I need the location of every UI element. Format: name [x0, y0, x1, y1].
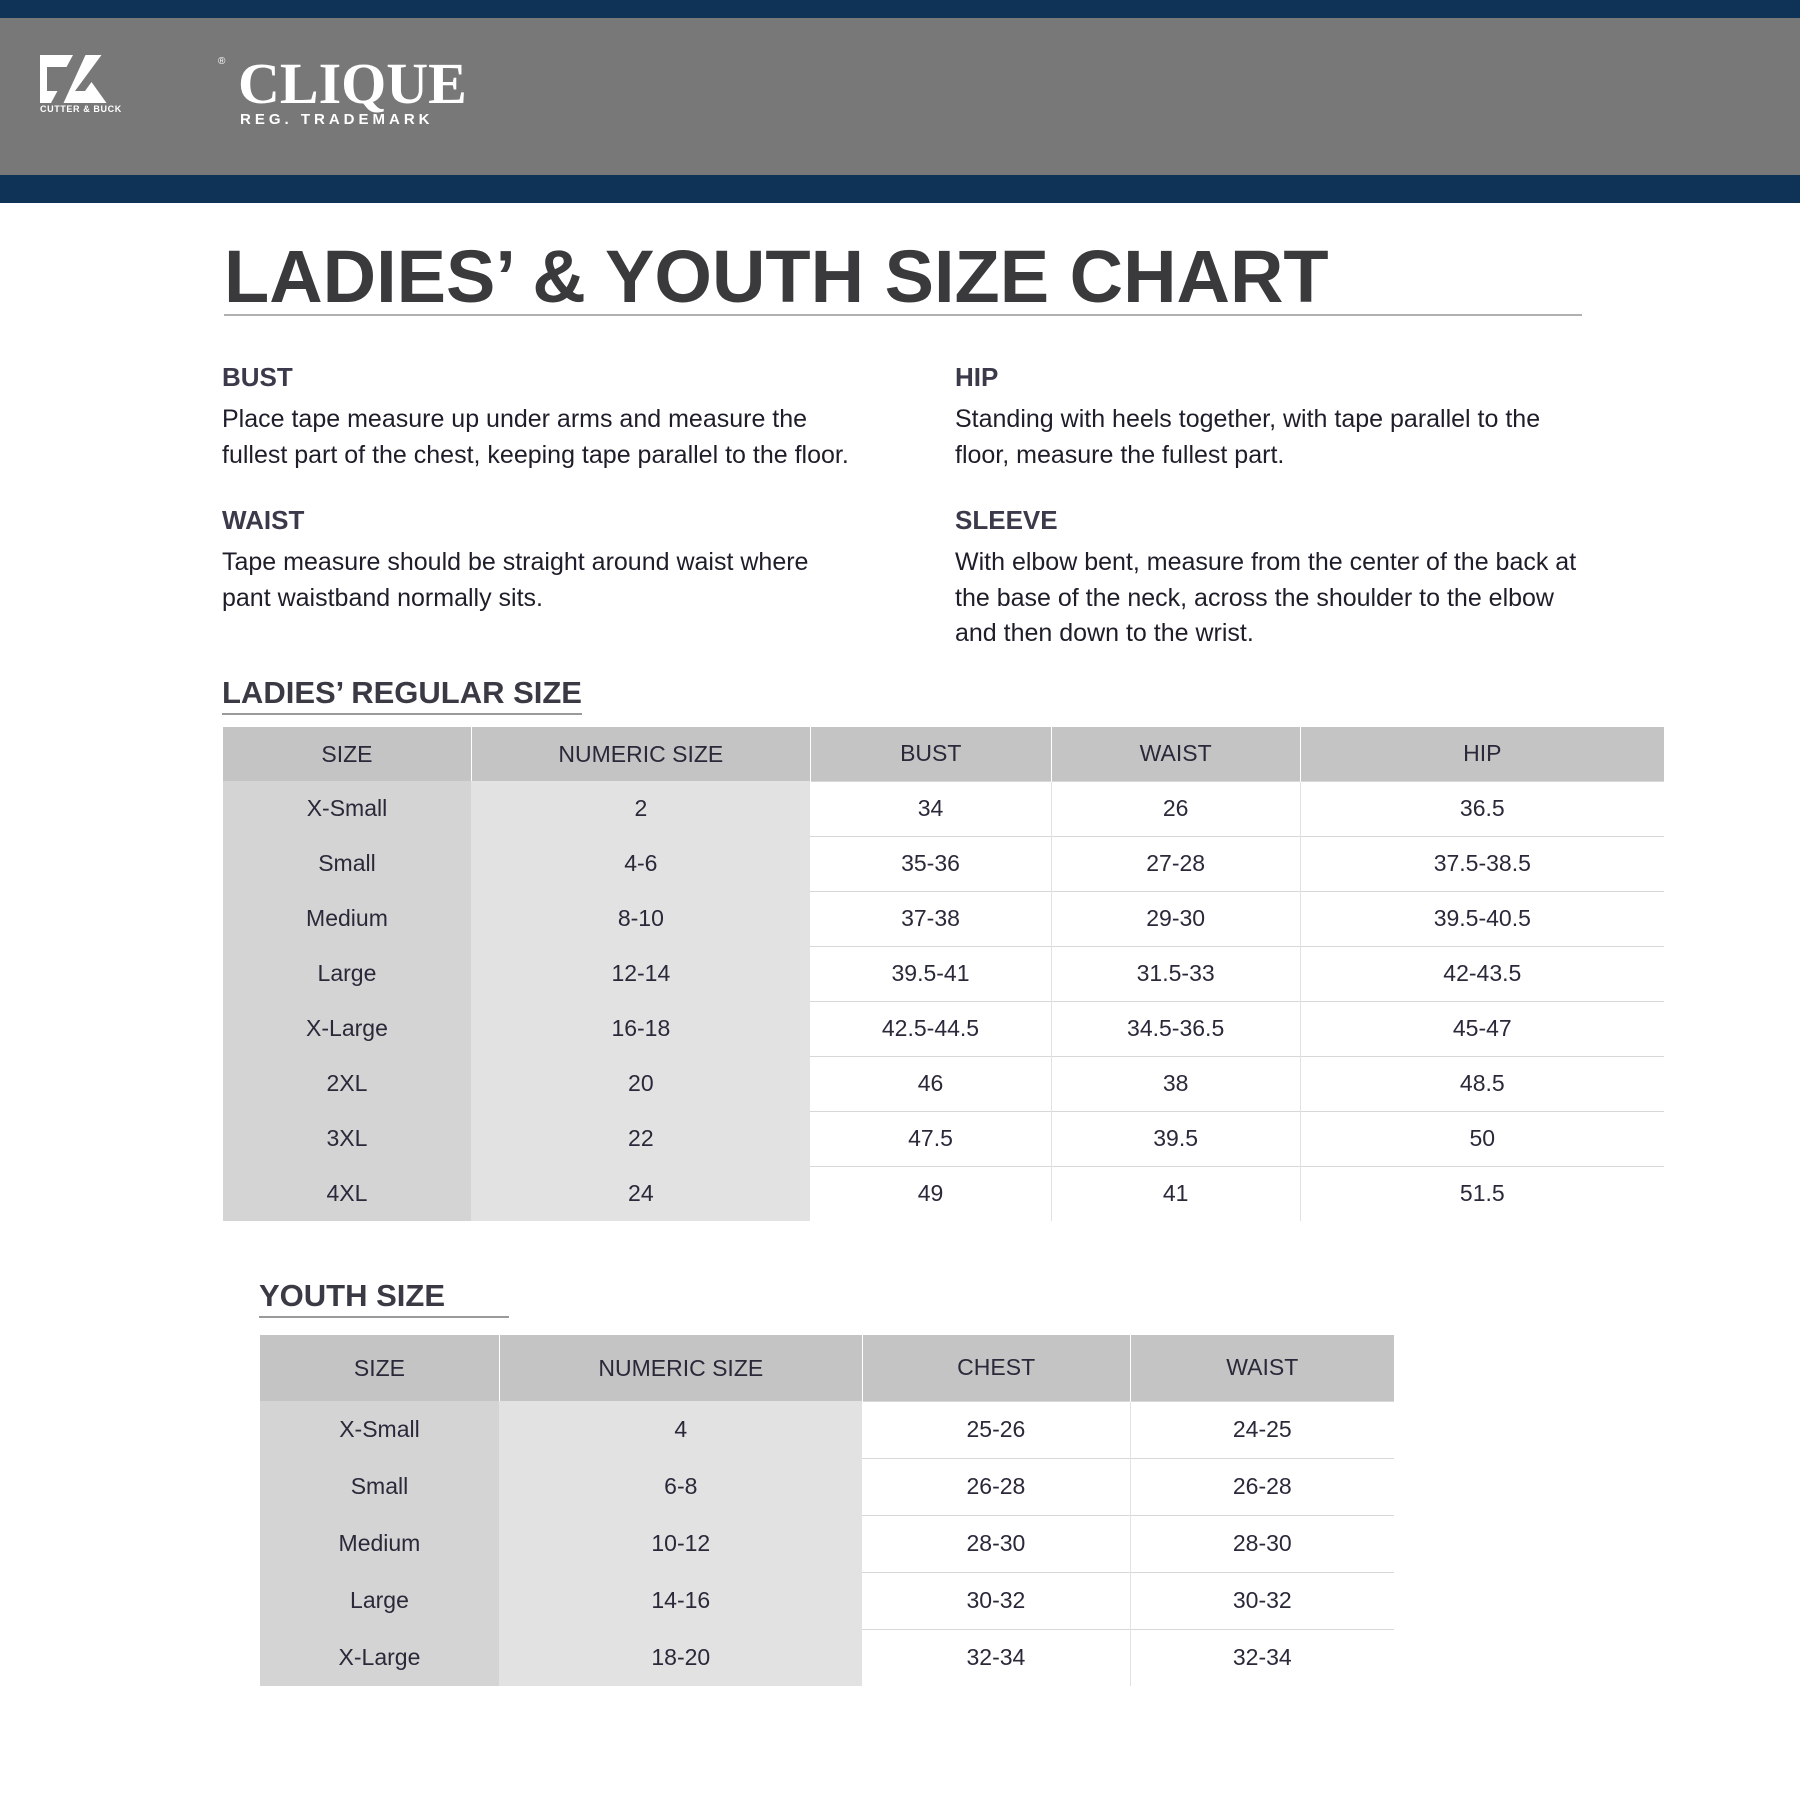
- svg-text:CUTTER & BUCK: CUTTER & BUCK: [40, 104, 122, 113]
